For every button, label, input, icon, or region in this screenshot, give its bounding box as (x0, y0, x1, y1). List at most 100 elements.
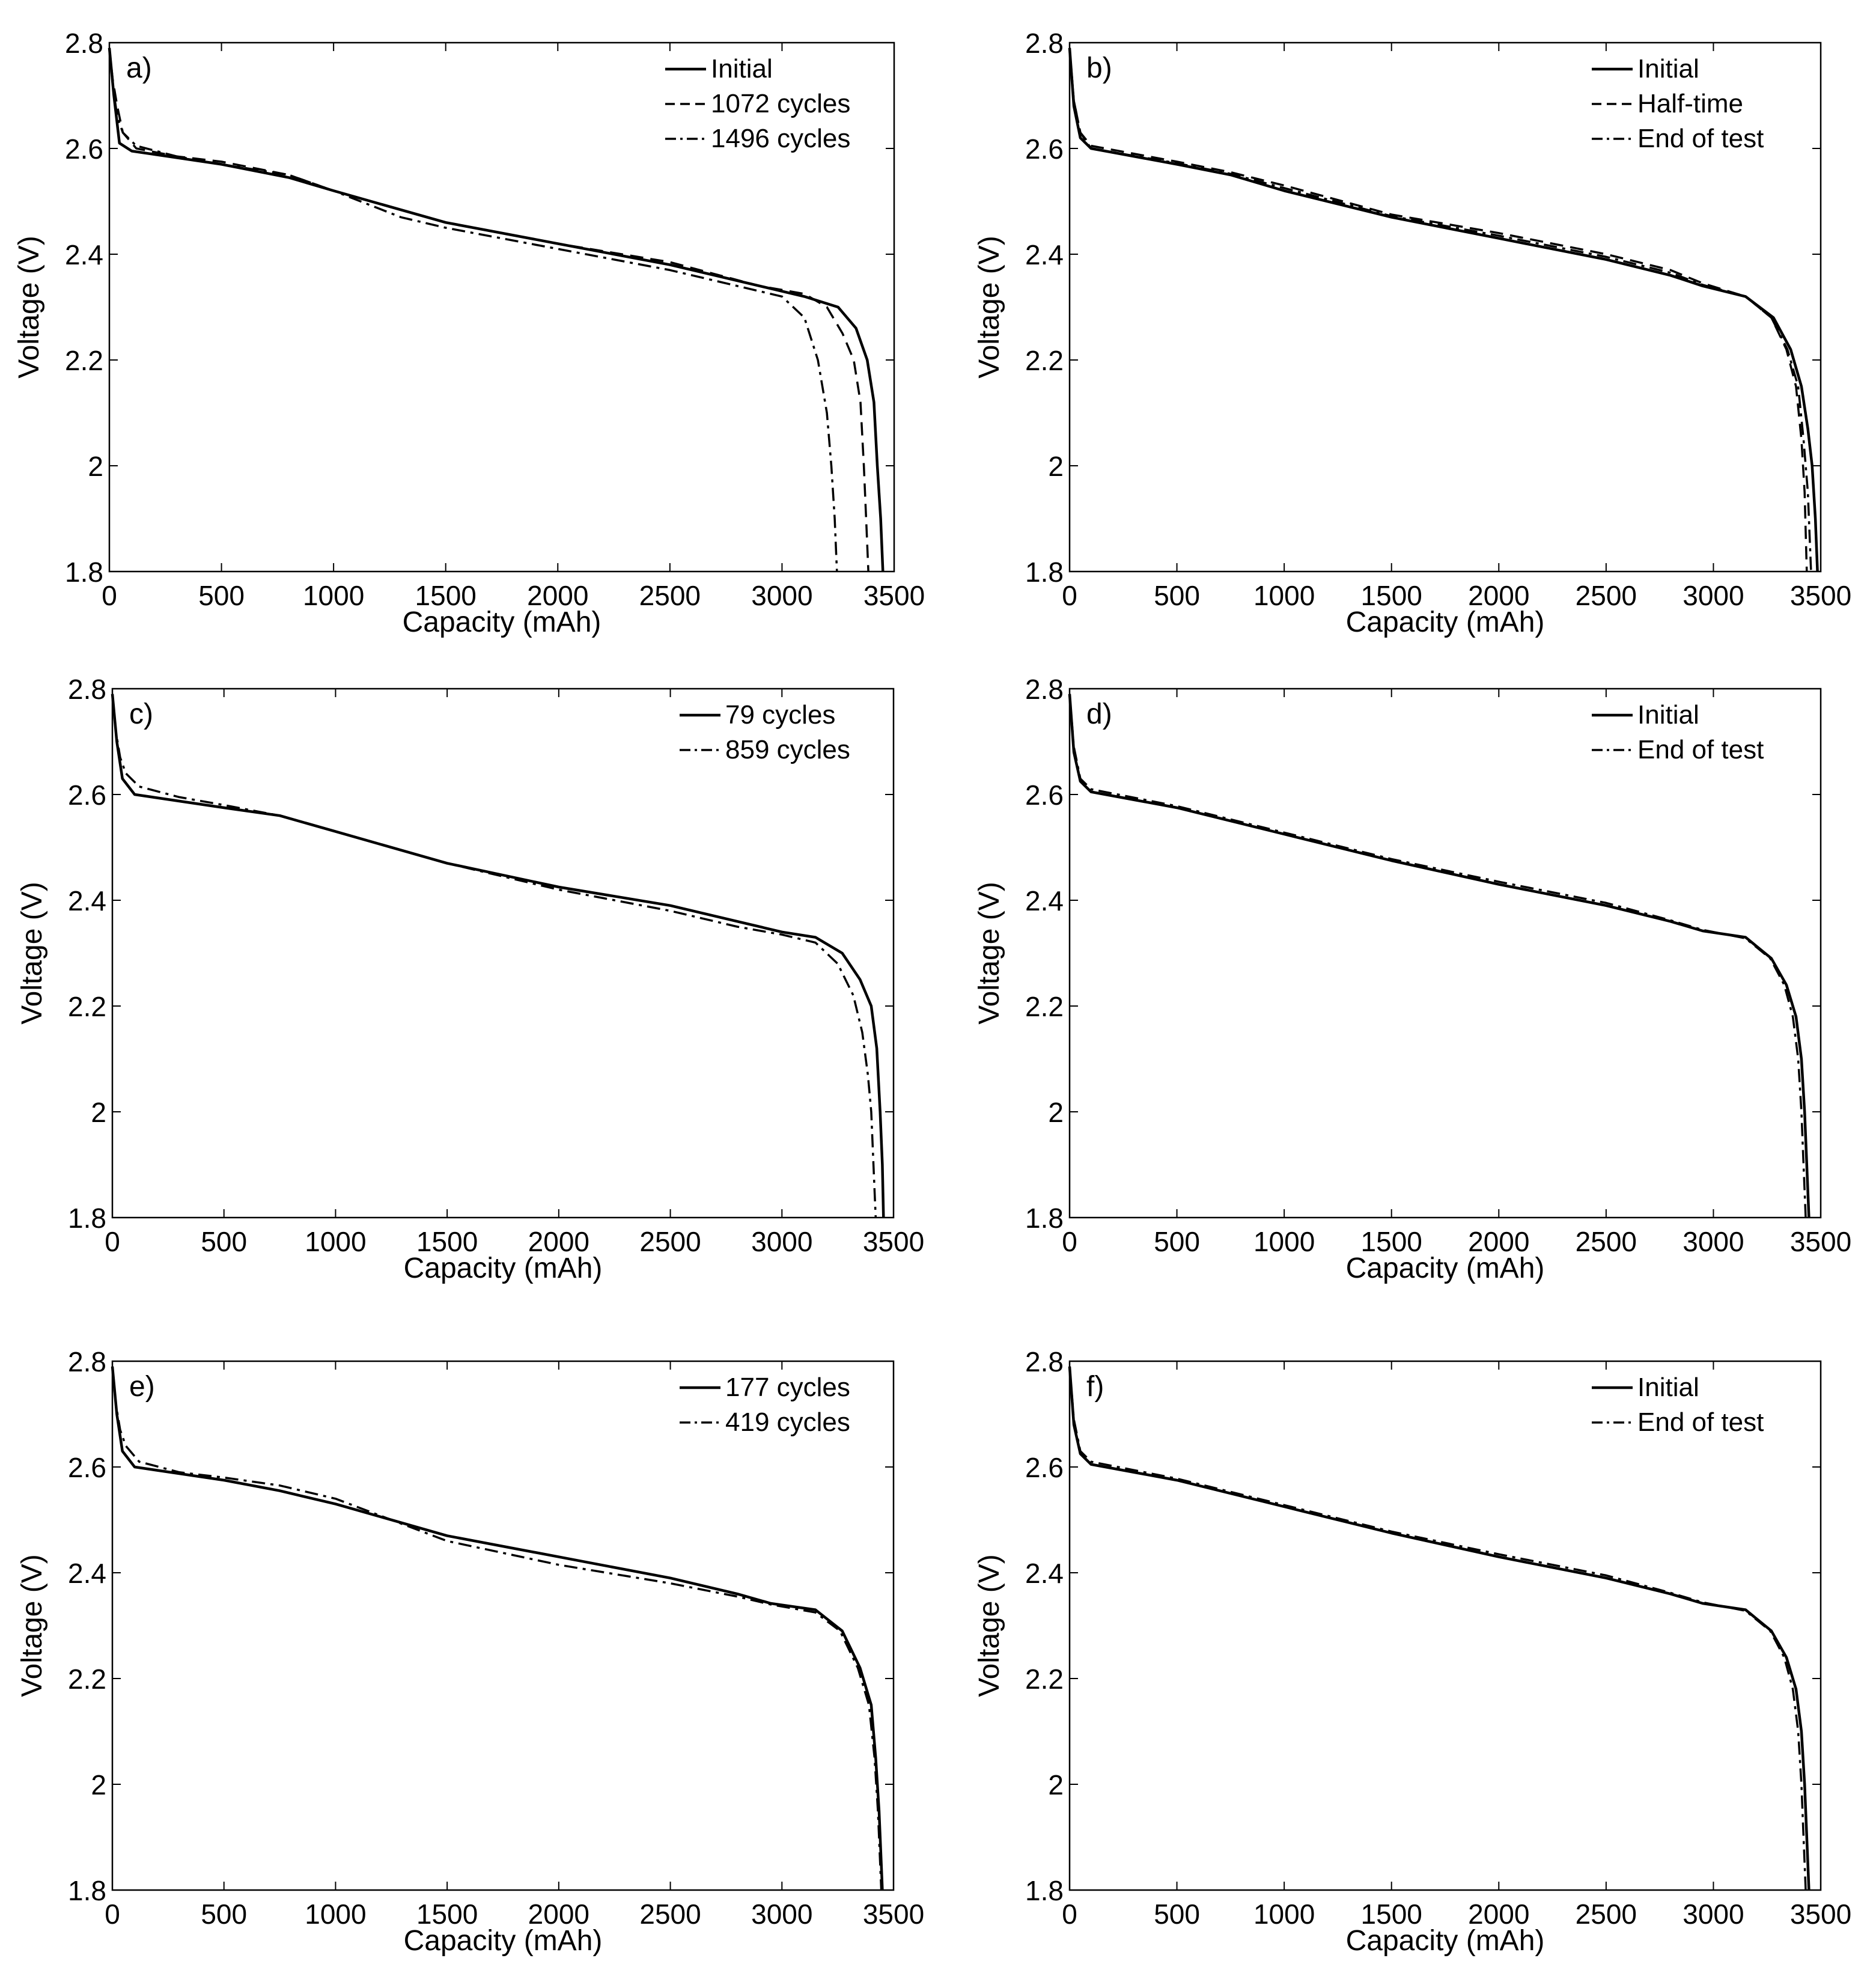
panel-e-xtick-label: 1000 (305, 1898, 366, 1930)
panel-a-series-1496-cycles (108, 47, 838, 572)
panel-b-xtick-label: 1500 (1361, 580, 1422, 611)
panel-a-legend-label: Initial (711, 54, 773, 84)
panel-e-legend-label: 419 cycles (725, 1407, 850, 1437)
panel-e-ylabel: Voltage (V) (16, 1554, 48, 1697)
panel-e-ytick-label: 2 (91, 1769, 106, 1801)
panel-e-xtick-label: 0 (105, 1898, 120, 1930)
panel-b-xtick-label: 0 (1062, 580, 1077, 611)
panel-a-xtick-label: 500 (198, 580, 245, 611)
panel-f-series-initial (1068, 1366, 1811, 1891)
panel-a: 0 500 1000 1500 2000 2500 3000 3500 1.8 2 2.2 2.4 2.… (13, 28, 925, 638)
panel-a-legend-label: 1496 cycles (711, 124, 850, 153)
panel-c-ytick-label: 1.8 (68, 1203, 106, 1234)
panel-e-xtick-label: 2500 (639, 1898, 701, 1930)
panel-d-ylabel: Voltage (V) (973, 882, 1005, 1024)
panel-b-axes-box (1068, 41, 1822, 573)
panel-c-xtick-label: 3000 (751, 1226, 812, 1257)
panel-b-ytick-label: 2.6 (1025, 133, 1064, 165)
panel-b-xlabel: Capacity (mAh) (1346, 606, 1545, 638)
panel-c-series-859-cycles (111, 694, 877, 1218)
panel-f-xtick-label: 3000 (1683, 1898, 1744, 1930)
panel-b-xtick-label: 2500 (1576, 580, 1637, 611)
panel-e: 0 500 1000 1500 2000 2500 3000 3500 1.8 2 2.2 2.4 2.… (16, 1346, 924, 1957)
panel-f-ytick-label: 2.8 (1025, 1346, 1064, 1377)
panel-a-xtick-label: 0 (102, 580, 117, 611)
panel-c-series-79-cycles (111, 694, 885, 1218)
panel-b-ytick-label: 1.8 (1025, 557, 1064, 588)
panel-a-legend-label: 1072 cycles (711, 89, 850, 118)
panel-b-letter: b) (1086, 52, 1112, 84)
panel-b-xtick-label: 3500 (1790, 580, 1851, 611)
panel-a-xlabel: Capacity (mAh) (403, 606, 601, 638)
panel-b-xtick-label: 500 (1154, 580, 1200, 611)
panel-e-xtick-label: 2000 (528, 1898, 589, 1930)
panel-b-series-half-time (1068, 47, 1808, 572)
panel-e-ytick-label: 2.8 (68, 1346, 106, 1377)
panel-d-series-initial (1068, 694, 1811, 1218)
panel-e-ytick-label: 2.2 (68, 1663, 106, 1695)
panel-c-xtick-label: 0 (105, 1226, 120, 1257)
panel-f-axes-box (1068, 1360, 1822, 1891)
panel-f-xtick-label: 2000 (1468, 1898, 1529, 1930)
panel-a-ytick-label: 1.8 (65, 557, 103, 588)
panel-f-ytick-label: 2.4 (1025, 1558, 1064, 1589)
panel-b-ytick-label: 2.4 (1025, 239, 1064, 270)
panel-c-ytick-label: 2.8 (68, 674, 106, 705)
panel-f-ytick-label: 2 (1048, 1769, 1064, 1801)
panel-d-legend-label: End of test (1637, 735, 1764, 764)
panel-a-letter: a) (126, 52, 152, 84)
panel-f-legend-label: Initial (1637, 1373, 1699, 1402)
panel-d-xtick-label: 500 (1154, 1226, 1200, 1257)
panel-a-ytick-label: 2.2 (65, 345, 103, 376)
panel-a-xtick-label: 1000 (303, 580, 364, 611)
panel-e-xtick-label: 1500 (416, 1898, 478, 1930)
panel-c-ylabel: Voltage (V) (16, 882, 48, 1024)
panel-a-xtick-label: 2000 (527, 580, 588, 611)
panel-b-legend-label: Initial (1637, 54, 1699, 84)
panel-a-xtick-label: 1500 (415, 580, 477, 611)
panel-d-ytick-label: 2.8 (1025, 674, 1064, 705)
panel-c-xtick-label: 2500 (639, 1226, 701, 1257)
panel-f-xtick-label: 500 (1154, 1898, 1200, 1930)
panel-d-ytick-label: 2.2 (1025, 991, 1064, 1022)
panel-d-xtick-label: 2500 (1576, 1226, 1637, 1257)
panel-f-series-end-of-test (1068, 1366, 1807, 1891)
panel-d-ytick-label: 2.4 (1025, 885, 1064, 916)
panel-c-legend-label: 859 cycles (725, 735, 850, 764)
panel-c-letter: c) (129, 698, 153, 730)
panel-f-ylabel: Voltage (V) (973, 1554, 1005, 1697)
panel-d-xtick-label: 1500 (1361, 1226, 1422, 1257)
panel-c-ytick-label: 2 (91, 1097, 106, 1128)
panel-f-xtick-label: 1500 (1361, 1898, 1422, 1930)
panel-a-xtick-label: 3000 (751, 580, 812, 611)
panel-e-ytick-label: 1.8 (68, 1875, 106, 1906)
panel-d-xtick-label: 3500 (1790, 1226, 1851, 1257)
panel-b-ytick-label: 2.2 (1025, 345, 1064, 376)
panel-c: 0 500 1000 1500 2000 2500 3000 3500 1.8 2 2.2 2.4 2.… (16, 674, 924, 1284)
panel-c-xtick-label: 1500 (416, 1226, 478, 1257)
panel-d-series-end-of-test (1068, 694, 1807, 1218)
panel-d-xtick-label: 2000 (1468, 1226, 1529, 1257)
panel-f-xtick-label: 1000 (1253, 1898, 1315, 1930)
panel-f-ytick-label: 2.2 (1025, 1663, 1064, 1695)
panel-d-ytick-label: 1.8 (1025, 1203, 1064, 1234)
panel-e-xlabel: Capacity (mAh) (404, 1925, 603, 1957)
panel-c-xlabel: Capacity (mAh) (404, 1252, 603, 1284)
panel-b-legend-label: End of test (1637, 124, 1764, 153)
panel-f-ytick-label: 2.6 (1025, 1452, 1064, 1483)
panel-d-xtick-label: 1000 (1253, 1226, 1315, 1257)
panel-a-series-initial (108, 47, 885, 572)
panel-f-ytick-label: 1.8 (1025, 1875, 1064, 1906)
panel-f: 0 500 1000 1500 2000 2500 3000 3500 1.8 2 2.2 2.4 2.… (973, 1346, 1851, 1957)
panel-a-ytick-label: 2.8 (65, 28, 103, 59)
panel-c-ytick-label: 2.4 (68, 885, 106, 916)
panel-f-xtick-label: 2500 (1576, 1898, 1637, 1930)
panel-c-xtick-label: 3500 (863, 1226, 924, 1257)
panel-d-xtick-label: 3000 (1683, 1226, 1744, 1257)
panel-c-ytick-label: 2.6 (68, 779, 106, 811)
panel-f-xlabel: Capacity (mAh) (1346, 1925, 1545, 1957)
panel-e-xtick-label: 500 (201, 1898, 247, 1930)
panel-f-legend-label: End of test (1637, 1407, 1764, 1437)
panel-c-xtick-label: 1000 (305, 1226, 366, 1257)
